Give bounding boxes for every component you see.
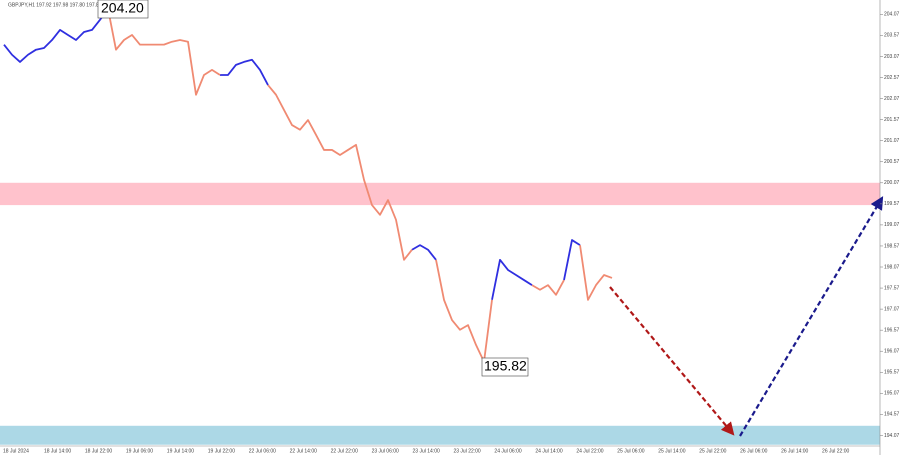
price-line xyxy=(3,8,581,301)
x-tick-label: 23 Jul 22:00 xyxy=(453,448,480,454)
y-tick-label: 199.07 xyxy=(884,222,900,228)
y-tick-label: 194.57 xyxy=(884,412,900,418)
x-tick-label: 24 Jul 14:00 xyxy=(535,448,562,454)
y-tick-label: 202.07 xyxy=(884,96,900,102)
y-tick-label: 195.57 xyxy=(884,370,900,376)
x-tick-label: 26 Jul 06:00 xyxy=(740,448,767,454)
x-tick-label: 24 Jul 22:00 xyxy=(576,448,603,454)
y-tick-label: 203.57 xyxy=(884,33,900,39)
down-arrow xyxy=(609,286,735,436)
annotation: 195.82 xyxy=(484,358,527,374)
y-tick-label: 203.07 xyxy=(884,54,900,60)
y-tick-label: 194.07 xyxy=(884,433,900,439)
x-tick-label: 25 Jul 22:00 xyxy=(699,448,726,454)
x-tick-label: 18 Jul 14:00 xyxy=(44,448,71,454)
y-tick-label: 204.07 xyxy=(884,12,900,18)
x-tick-label: 22 Jul 14:00 xyxy=(290,448,317,454)
annotation-box xyxy=(97,0,149,19)
y-tick-label: 195.07 xyxy=(884,391,900,397)
y-tick-label: 202.57 xyxy=(884,75,900,81)
header: GBPJPY,H1 197.92 197.98 197.80 197.81 xyxy=(8,2,102,8)
x-tick-label: 22 Jul 06:00 xyxy=(249,448,276,454)
x-tick-label: 22 Jul 22:00 xyxy=(331,448,358,454)
x-tick-label: 25 Jul 06:00 xyxy=(617,448,644,454)
zone xyxy=(0,182,880,206)
annotation: 204.20 xyxy=(101,0,144,16)
price-line xyxy=(107,8,613,363)
y-tick-label: 198.57 xyxy=(884,243,900,249)
y-tick-label: 201.07 xyxy=(884,138,900,144)
x-tick-label: 19 Jul 06:00 xyxy=(126,448,153,454)
x-tick-label: 23 Jul 06:00 xyxy=(372,448,399,454)
x-tick-label: 23 Jul 14:00 xyxy=(413,448,440,454)
y-tick-label: 200.57 xyxy=(884,159,900,165)
x-tick-label: 19 Jul 22:00 xyxy=(208,448,235,454)
x-tick-label: 18 Jul 2024 xyxy=(3,448,29,454)
x-tick-label: 26 Jul 14:00 xyxy=(781,448,808,454)
y-tick-label: 197.57 xyxy=(884,285,900,291)
zone xyxy=(0,425,880,445)
y-tick-label: 201.57 xyxy=(884,117,900,123)
y-tick-label: 196.07 xyxy=(884,349,900,355)
x-tick-label: 18 Jul 22:00 xyxy=(85,448,112,454)
x-tick-label: 25 Jul 14:00 xyxy=(658,448,685,454)
y-tick-label: 198.07 xyxy=(884,264,900,270)
x-tick-label: 19 Jul 14:00 xyxy=(167,448,194,454)
y-tick-label: 200.07 xyxy=(884,180,900,186)
y-tick-label: 197.07 xyxy=(884,306,900,312)
x-tick-label: 24 Jul 06:00 xyxy=(494,448,521,454)
y-tick-label: 199.57 xyxy=(884,201,900,207)
y-tick-label: 196.57 xyxy=(884,328,900,334)
annotation-box xyxy=(481,357,529,377)
up-arrow xyxy=(739,196,884,437)
x-tick-label: 26 Jul 22:00 xyxy=(822,448,849,454)
